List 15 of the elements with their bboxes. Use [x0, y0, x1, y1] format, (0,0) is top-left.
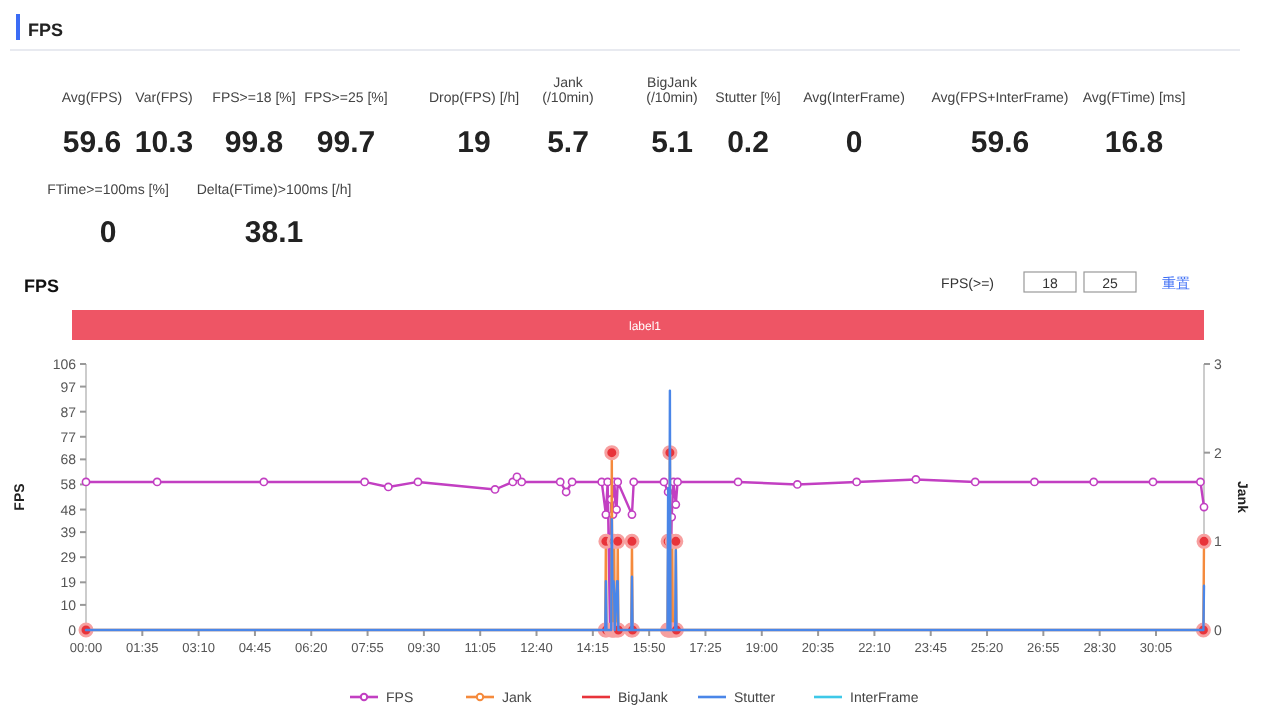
text: 10.3: [134, 126, 194, 160]
text: 99.8: [224, 126, 284, 160]
text: 59.6: [970, 126, 1030, 160]
text: 99.7: [316, 126, 376, 160]
chart-title: FPS: [24, 276, 60, 296]
text: 5.7: [547, 126, 589, 160]
text: 19: [457, 126, 491, 160]
text: 38.1: [244, 216, 304, 250]
text: 59.6: [62, 126, 122, 160]
text: 16.8: [1104, 126, 1164, 160]
text: FPS: [28, 20, 64, 40]
text: 0: [99, 216, 117, 250]
text: 0: [845, 126, 863, 160]
text: 0.2: [727, 126, 769, 160]
text: 5.1: [651, 126, 693, 160]
